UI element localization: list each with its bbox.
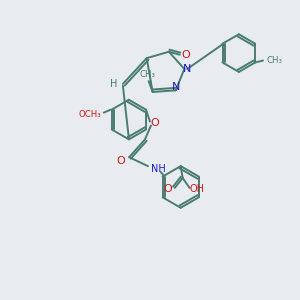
Text: O: O [164, 184, 172, 194]
Text: N: N [183, 64, 191, 74]
Text: O: O [151, 118, 159, 128]
Text: NH: NH [151, 164, 165, 174]
Text: CH₃: CH₃ [267, 56, 283, 65]
Text: OCH₃: OCH₃ [79, 110, 101, 119]
Text: H: H [110, 79, 118, 89]
Text: OH: OH [189, 184, 204, 194]
Text: CH₃: CH₃ [140, 70, 156, 79]
Text: O: O [182, 50, 190, 60]
Text: O: O [117, 156, 126, 166]
Text: N: N [172, 82, 180, 92]
